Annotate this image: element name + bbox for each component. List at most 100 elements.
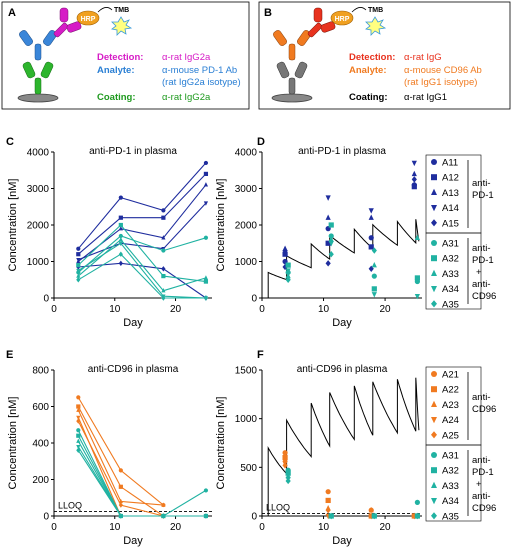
data-point <box>76 273 81 278</box>
analyte-antibody-icon <box>273 30 311 61</box>
data-point <box>203 235 209 240</box>
data-point <box>325 240 331 246</box>
x-tick-label: 20 <box>170 522 182 533</box>
y-tick-label: 400 <box>32 439 49 450</box>
legend-label: A35 <box>442 299 459 310</box>
legend-d-group2-label-4: anti- <box>472 279 490 290</box>
data-point <box>368 506 374 513</box>
y-tick-label: 4000 <box>27 148 50 159</box>
legend-label: A34 <box>442 284 459 295</box>
legend-d-group2-box <box>425 232 482 310</box>
legend-f: anti- CD96 anti- PD-1 + anti- CD96 A21 A2… <box>425 366 496 522</box>
legend-marker <box>431 512 437 520</box>
data-point <box>118 260 123 267</box>
x-tick-label: 10 <box>318 522 330 533</box>
tmb-label: TMB <box>368 7 383 14</box>
y-tick-label: 0 <box>43 294 49 305</box>
legend-marker <box>431 400 437 407</box>
data-point <box>328 222 334 228</box>
analyte-value-1: α-mouse CD96 Ab <box>404 65 482 76</box>
data-point <box>203 488 209 493</box>
data-point <box>161 248 166 253</box>
legend-label: A31 <box>442 239 459 250</box>
legend-label: A32 <box>442 466 459 477</box>
model-curve <box>267 377 420 516</box>
coating-antibody-icon <box>22 61 54 95</box>
data-point <box>76 246 81 251</box>
panel-b-frame <box>258 1 511 110</box>
data-point <box>203 201 209 206</box>
plate-icon <box>17 93 59 103</box>
data-point <box>414 234 420 240</box>
data-point <box>161 295 166 301</box>
series-line <box>77 409 164 506</box>
signal-burst-icon <box>111 16 133 36</box>
y-tick-label: 0 <box>251 294 257 305</box>
data-point <box>76 395 81 400</box>
hrp-enzyme-icon <box>76 10 100 26</box>
y-tick-label: 800 <box>32 366 49 377</box>
y-tick-label: 600 <box>32 402 49 413</box>
lloq-label: LLOQ <box>266 503 290 513</box>
data-point <box>371 273 377 279</box>
legend-label: A32 <box>442 254 459 265</box>
analyte-value-1: α-mouse PD-1 Ab <box>162 65 237 76</box>
panel-f-letter: F <box>257 349 264 361</box>
data-point <box>161 274 166 279</box>
data-point <box>414 499 420 505</box>
series-line <box>78 242 206 299</box>
data-point <box>76 433 81 438</box>
data-point <box>161 215 166 220</box>
data-point <box>285 477 291 485</box>
legend-marker <box>431 188 437 195</box>
chart-title: anti-PD-1 in plasma <box>89 146 177 157</box>
data-point <box>368 208 374 214</box>
detection-value: α-rat IgG <box>404 52 442 63</box>
legend-label: A33 <box>442 481 459 492</box>
data-point <box>118 502 123 508</box>
data-point <box>118 236 123 242</box>
coating-value: α-rat IgG1 <box>404 92 447 103</box>
coating-antibody-icon <box>276 61 308 95</box>
legend-marker <box>431 431 437 439</box>
series-line <box>77 173 207 255</box>
data-point <box>411 160 417 167</box>
legend-f-group2-label-3: + <box>476 479 482 490</box>
analyte-value-2: (rat IgG2a isotype) <box>162 77 241 88</box>
legend-d-group1-label-1: anti- <box>472 178 490 189</box>
analyte-value-2: (rat IgG1 isotype) <box>404 77 477 88</box>
data-point <box>414 512 420 520</box>
legend-label: A31 <box>442 451 459 462</box>
data-point <box>282 250 288 256</box>
legend-label: A14 <box>442 203 459 214</box>
data-point <box>161 235 166 240</box>
legend-f-group1-label-1: anti- <box>472 392 490 403</box>
data-point <box>371 261 377 268</box>
legend-d-group2-label-5: CD96 <box>472 291 496 302</box>
x-tick-label: 0 <box>51 304 57 315</box>
data-point <box>414 293 420 300</box>
legend-marker <box>431 481 437 488</box>
data-point <box>203 279 209 284</box>
data-point <box>368 214 374 220</box>
series-line <box>77 450 206 517</box>
legend-marker <box>431 417 437 424</box>
panel-e-letter: E <box>6 349 13 361</box>
y-tick-label: 200 <box>32 475 49 486</box>
reaction-arrow-icon <box>351 7 367 13</box>
data-point <box>161 266 166 272</box>
data-point <box>118 513 123 519</box>
x-tick-label: 10 <box>109 304 121 315</box>
x-tick-label: 0 <box>259 522 265 533</box>
legend-label: A11 <box>442 158 458 169</box>
data-point <box>285 262 291 268</box>
data-point <box>328 512 334 520</box>
legend-marker <box>431 159 437 165</box>
data-point <box>76 415 81 421</box>
legend-label: A34 <box>442 496 459 507</box>
legend-d-group2-label-3: + <box>476 267 482 278</box>
data-point <box>203 160 209 166</box>
legend-label: A21 <box>442 370 459 381</box>
data-point <box>371 286 377 292</box>
x-tick-label: 0 <box>51 522 57 533</box>
